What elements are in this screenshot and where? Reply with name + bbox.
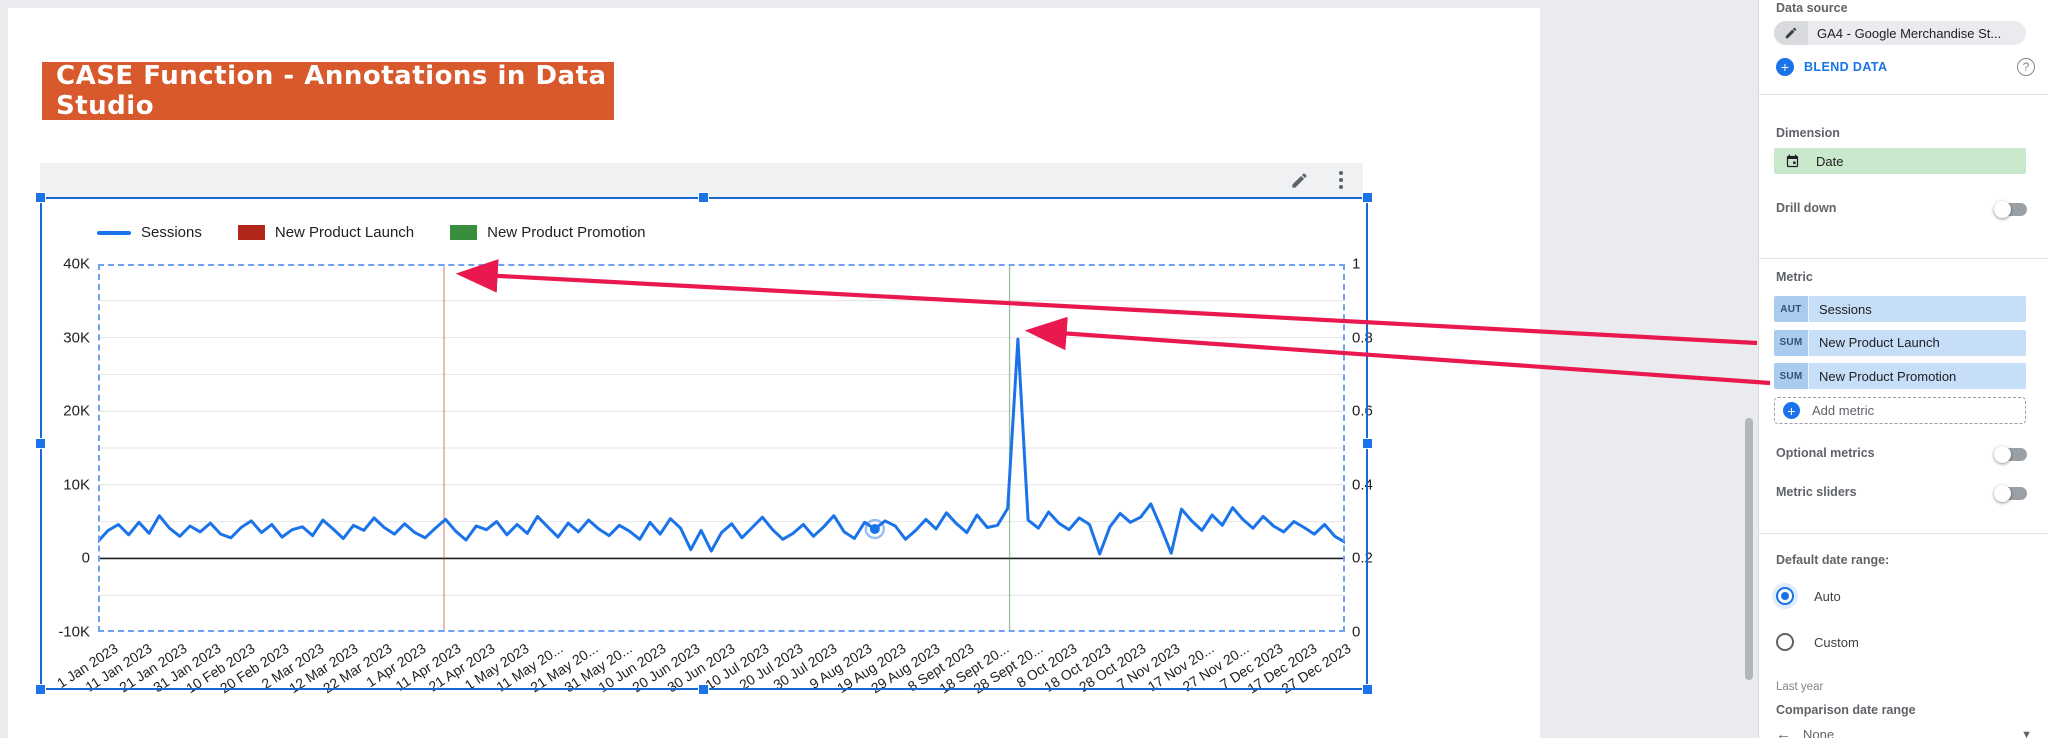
y-axis-label-right: 1 xyxy=(1352,255,1361,273)
x-axis: 1 Jan 2023 11 Jan 2023 21 Jan 2023 31 Jan 2… xyxy=(54,638,1354,697)
comparison-value: None xyxy=(1803,727,1835,738)
selection-handle[interactable] xyxy=(1362,684,1373,695)
metric-label: New Product Launch xyxy=(1808,329,2026,356)
timeseries-plot[interactable] xyxy=(98,264,1345,632)
comparison-date-range-label: Comparison date range xyxy=(1776,703,1916,717)
plus-icon: + xyxy=(1776,58,1794,76)
data-source-section-label: Data source xyxy=(1776,1,1848,15)
date-range-option-custom[interactable]: Custom xyxy=(1776,633,1859,651)
legend-swatch xyxy=(97,230,131,235)
drill-down-label: Drill down xyxy=(1776,201,1837,215)
calendar-icon xyxy=(1774,154,1810,169)
metric-chip-new-product-launch[interactable]: SUM New Product Launch xyxy=(1774,329,2026,356)
y-axis-label-left: -10K xyxy=(58,623,90,641)
selection-handle[interactable] xyxy=(35,438,46,449)
section-divider xyxy=(1759,533,2048,534)
legend-label: New Product Promotion xyxy=(487,224,646,241)
radio-unselected[interactable] xyxy=(1776,633,1794,651)
properties-panel: Data source GA4 - Google Merchandise St.… xyxy=(1758,0,2048,738)
plus-icon: + xyxy=(1783,402,1800,419)
highlighted-data-point xyxy=(869,523,880,534)
optional-metrics-label: Optional metrics xyxy=(1776,446,1875,460)
y-axis-label-right: 0.8 xyxy=(1352,329,1373,347)
aggregation-badge: SUM xyxy=(1774,329,1808,356)
drill-down-toggle[interactable] xyxy=(1994,201,2027,218)
y-axis-label-left: 20K xyxy=(63,402,90,420)
legend-item[interactable]: Sessions xyxy=(97,224,202,241)
y-axis-label-left: 10K xyxy=(63,476,90,494)
title-banner[interactable]: CASE Function - Annotations in Data Stud… xyxy=(42,61,614,121)
left-arrow-icon: ← xyxy=(1776,726,1791,738)
radio-selected[interactable] xyxy=(1776,587,1794,605)
date-range-hint: Last year xyxy=(1776,681,1824,693)
metric-chip-sessions[interactable]: AUT Sessions xyxy=(1774,296,2026,322)
y-axis-label-left: 40K xyxy=(63,255,90,273)
aggregation-badge: AUT xyxy=(1774,296,1808,322)
pencil-icon[interactable] xyxy=(1774,21,1808,45)
y-axis-label-right: 0.2 xyxy=(1352,549,1373,567)
blend-data-button[interactable]: + BLEND DATA xyxy=(1776,58,1887,76)
y-axis-label-right: 0.4 xyxy=(1352,476,1373,494)
legend-swatch xyxy=(237,225,265,240)
metric-section-label: Metric xyxy=(1776,270,1813,284)
dimension-section-label: Dimension xyxy=(1776,126,1840,140)
data-source-name: GA4 - Google Merchandise St... xyxy=(1817,25,2002,41)
section-divider xyxy=(1759,94,2048,95)
legend-swatch xyxy=(450,225,478,240)
aggregation-badge: SUM xyxy=(1774,363,1808,389)
date-range-option-auto[interactable]: Auto xyxy=(1776,587,1841,605)
selection-handle[interactable] xyxy=(1362,438,1373,449)
dropdown-arrow-icon: ▼ xyxy=(2021,728,2032,738)
comparison-date-range-select[interactable]: ← None ▼ xyxy=(1776,726,2032,738)
selection-handle[interactable] xyxy=(698,192,709,203)
selection-handle[interactable] xyxy=(698,684,709,695)
chart-toolbar xyxy=(40,163,1363,197)
panel-scrollbar[interactable] xyxy=(1745,418,1753,680)
y-axis-label-left: 0 xyxy=(81,549,90,567)
legend-item[interactable]: New Product Promotion xyxy=(450,224,646,241)
edit-pencil-icon[interactable] xyxy=(1287,168,1311,192)
kebab-menu-icon[interactable] xyxy=(1329,168,1353,192)
y-axis-label-left: 30K xyxy=(63,329,90,347)
data-source-chip[interactable]: GA4 - Google Merchandise St... xyxy=(1774,21,2026,45)
metric-sliders-toggle[interactable] xyxy=(1994,485,2027,502)
radio-label: Auto xyxy=(1814,588,1841,604)
y-axis-label-right: 0 xyxy=(1352,623,1361,641)
legend-label: Sessions xyxy=(141,224,202,241)
y-axis-label-right: 0.6 xyxy=(1352,402,1373,420)
selection-handle[interactable] xyxy=(35,192,46,203)
dimension-field: Date xyxy=(1816,153,1844,169)
plot-selection-border xyxy=(98,264,1345,632)
add-metric-button[interactable]: + Add metric xyxy=(1774,397,2026,424)
metric-label: Sessions xyxy=(1808,296,2026,322)
radio-label: Custom xyxy=(1814,634,1859,650)
selection-handle[interactable] xyxy=(1362,192,1373,203)
selection-handle[interactable] xyxy=(35,684,46,695)
chart-legend: Sessions New Product Launch New Product Pr… xyxy=(97,224,646,241)
metric-label: New Product Promotion xyxy=(1808,363,2026,389)
title-banner-text: CASE Function - Annotations in Data Stud… xyxy=(56,61,607,121)
legend-label: New Product Launch xyxy=(274,224,415,241)
metric-sliders-label: Metric sliders xyxy=(1776,485,1857,499)
legend-item[interactable]: New Product Launch xyxy=(237,224,415,241)
default-date-range-label: Default date range: xyxy=(1776,553,1890,567)
help-icon[interactable]: ? xyxy=(2017,58,2035,76)
section-divider xyxy=(1759,258,2048,259)
dimension-chip-date[interactable]: Date xyxy=(1774,148,2026,174)
optional-metrics-toggle[interactable] xyxy=(1994,446,2027,463)
metric-chip-new-product-promotion[interactable]: SUM New Product Promotion xyxy=(1774,363,2026,389)
